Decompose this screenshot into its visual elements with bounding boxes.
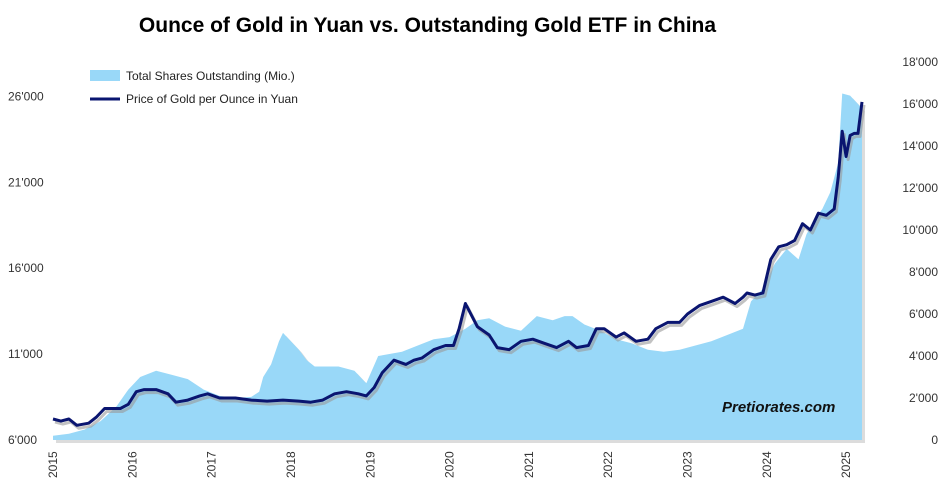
x-axis-tick-label: 2025 — [839, 451, 853, 478]
right-axis-tick-label: 0 — [931, 433, 938, 447]
right-axis-tick-label: 4'000 — [909, 349, 938, 363]
right-axis-tick-label: 18'000 — [902, 55, 938, 69]
chart-title: Ounce of Gold in Yuan vs. Outstanding Go… — [138, 14, 717, 37]
right-axis-tick-label: 2'000 — [909, 391, 938, 405]
x-axis-tick-label: 2024 — [760, 451, 774, 478]
legend-swatch-shares — [90, 70, 120, 81]
line-series-gold-price — [52, 101, 864, 427]
right-axis-tick-label: 10'000 — [902, 223, 938, 237]
watermark: Pretiorates.com — [722, 399, 835, 416]
area-series-shares-outstanding — [53, 93, 862, 440]
right-axis-tick-label: 16'000 — [902, 97, 938, 111]
left-axis-tick-label: 21'000 — [8, 175, 44, 189]
left-axis-tick-label: 11'000 — [8, 347, 43, 361]
x-axis-tick-label: 2017 — [205, 451, 219, 478]
left-axis-tick-label: 6'000 — [8, 433, 37, 447]
x-axis-tick-label: 2022 — [601, 451, 615, 478]
right-axis-tick-label: 8'000 — [909, 265, 938, 279]
right-axis-tick-label: 14'000 — [902, 139, 938, 153]
x-axis-tick-label: 2019 — [363, 451, 377, 478]
left-axis-tick-label: 16'000 — [8, 261, 44, 275]
left-axis-tick-label: 26'000 — [8, 89, 44, 103]
right-axis-tick-label: 6'000 — [909, 307, 938, 321]
x-axis-tick-label: 2015 — [46, 451, 60, 478]
x-axis-tick-label: 2023 — [681, 451, 695, 478]
x-axis-tick-label: 2016 — [125, 451, 139, 478]
x-axis-tick-label: 2018 — [284, 451, 298, 478]
x-axis-tick-label: 2020 — [443, 451, 457, 478]
legend-label-shares: Total Shares Outstanding (Mio.) — [126, 69, 295, 83]
right-axis-tick-label: 12'000 — [902, 181, 938, 195]
legend-label-gold: Price of Gold per Ounce in Yuan — [126, 92, 298, 106]
x-axis-tick-label: 2021 — [522, 451, 536, 478]
